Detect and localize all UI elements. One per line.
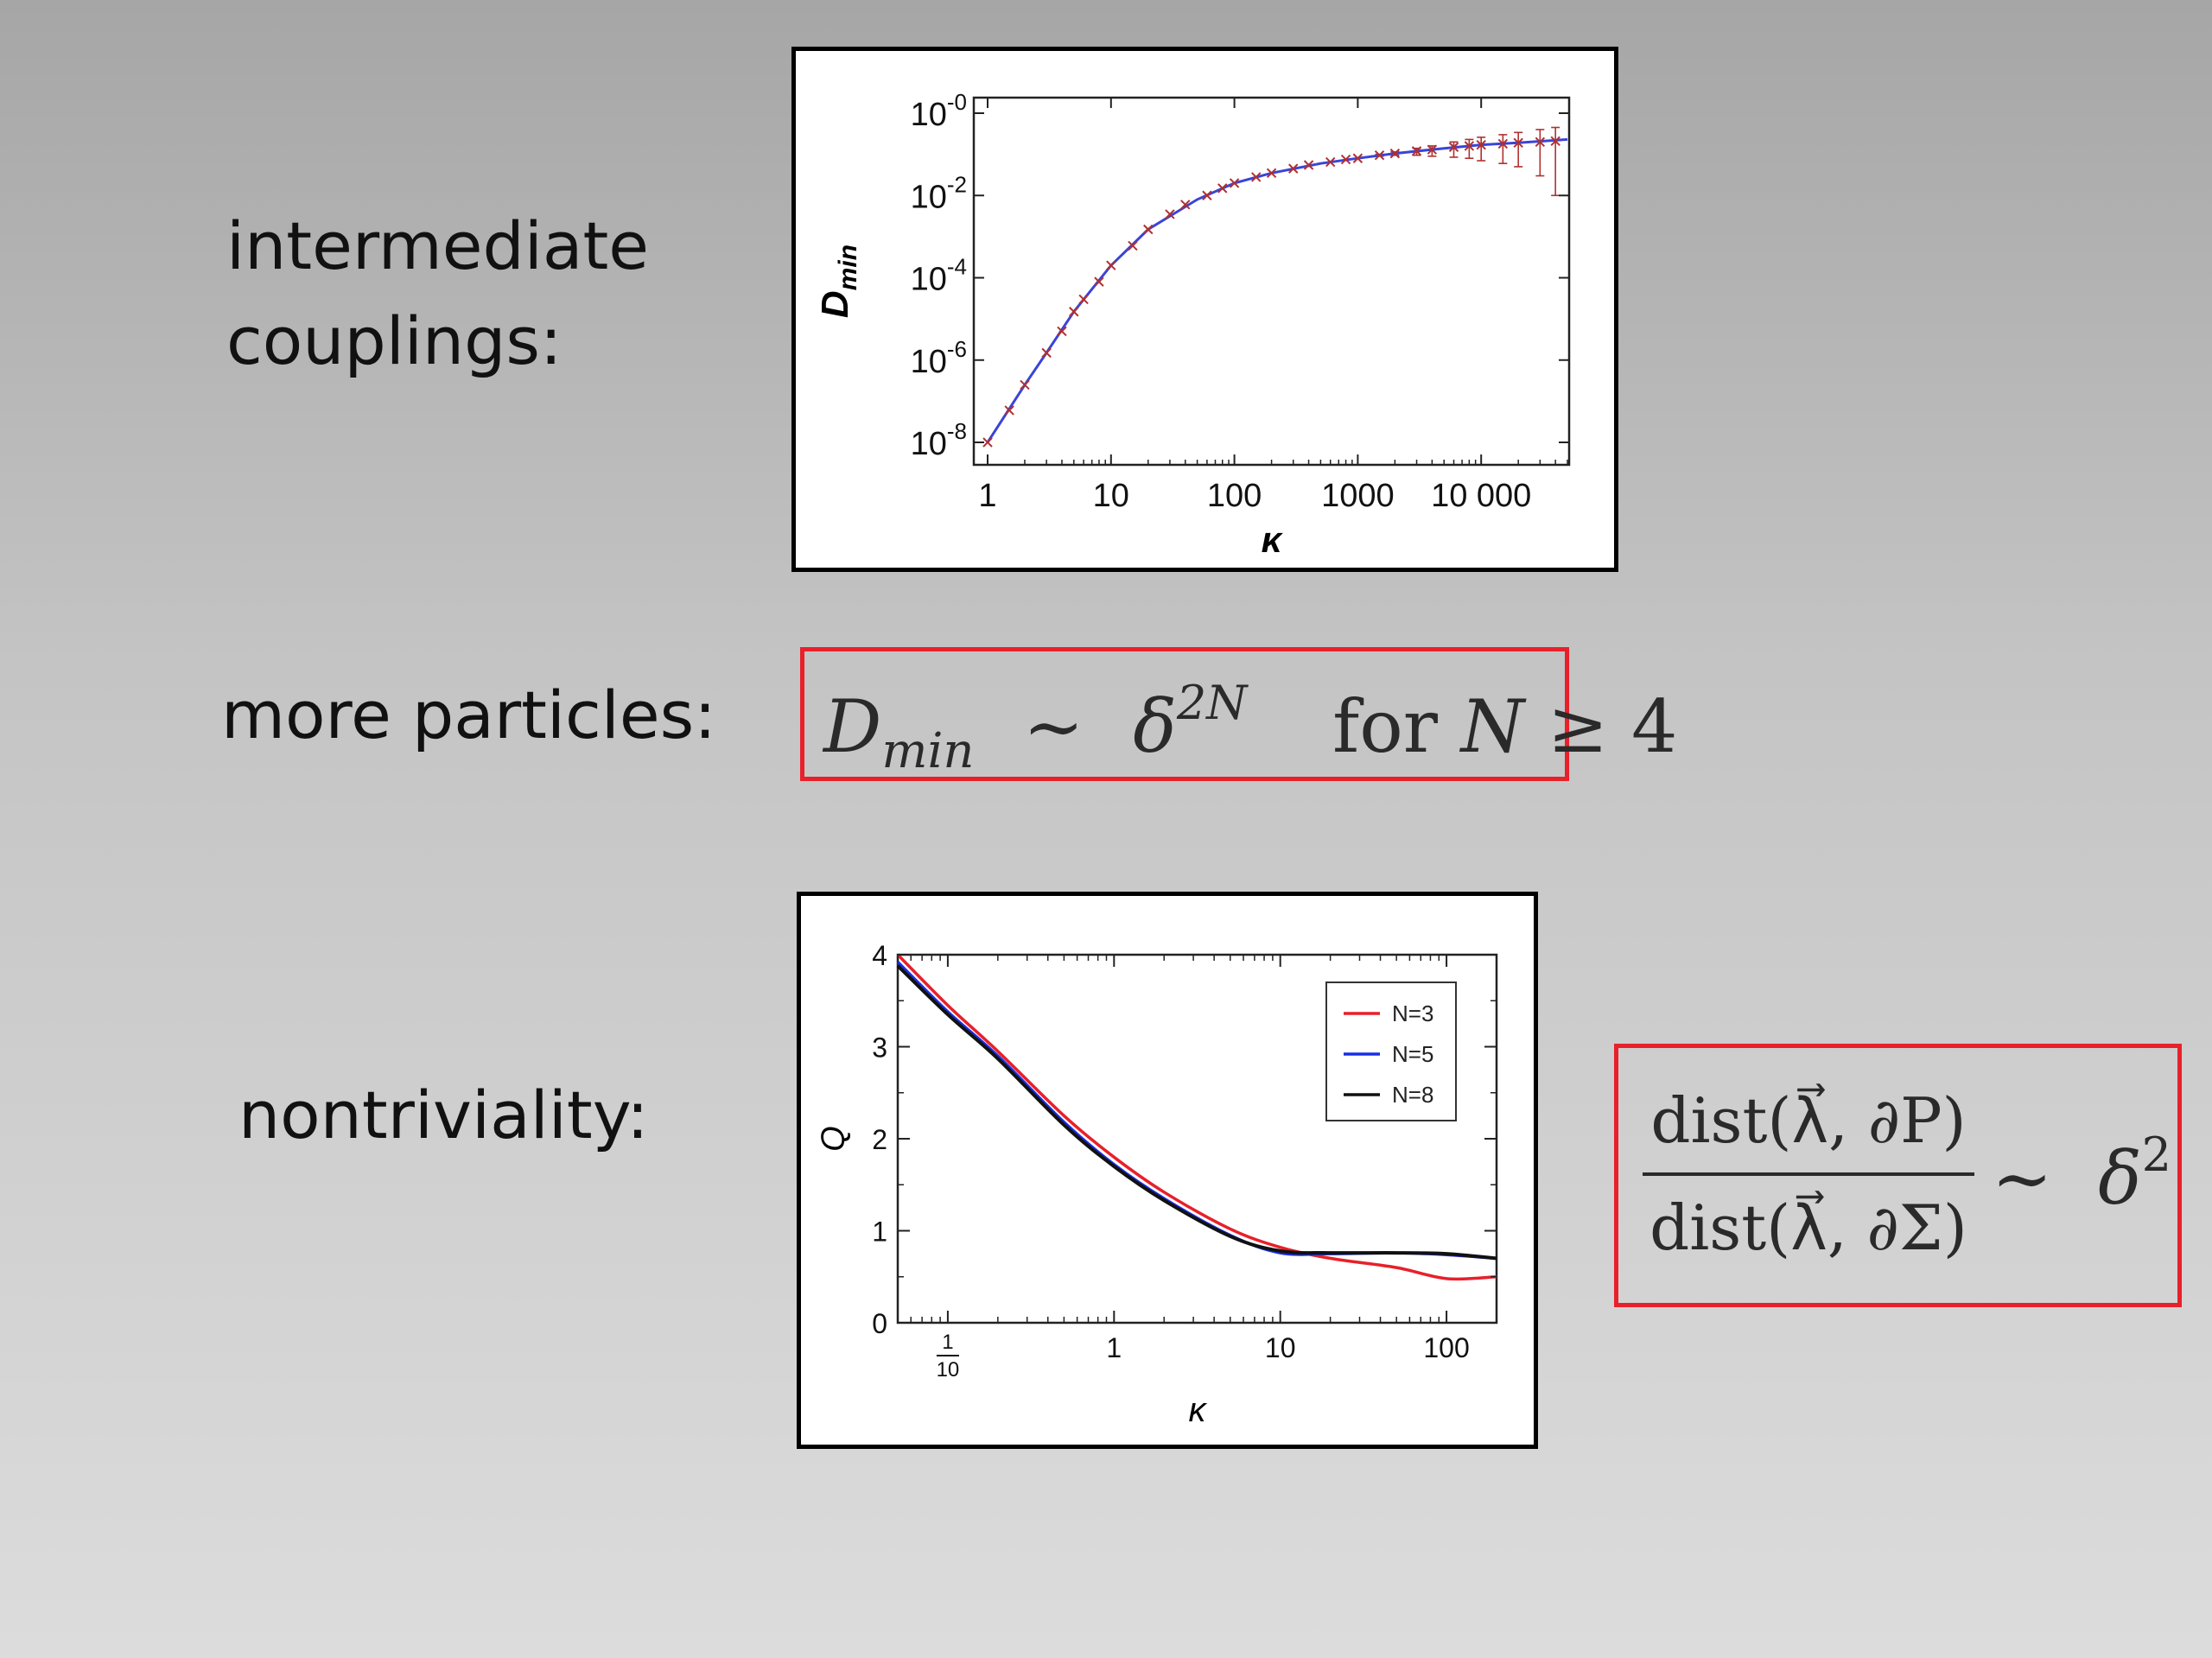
legend-entry: N=3 <box>1392 1001 1433 1026</box>
y-tick-label: 1 <box>872 1217 887 1248</box>
x-tick-label: 1000 <box>1321 478 1395 514</box>
formula-dmin-subscript: min <box>881 723 975 779</box>
data-point <box>1106 260 1116 270</box>
data-point <box>1251 172 1262 182</box>
data-point <box>1266 168 1277 179</box>
data-point <box>1229 178 1240 188</box>
formula-geq: ≥ <box>1547 684 1609 769</box>
data-point <box>1078 294 1089 305</box>
data-point <box>1128 240 1138 251</box>
data-point <box>1464 141 1475 151</box>
data-point <box>1325 156 1336 168</box>
fit-line <box>986 137 1568 443</box>
data-point <box>1340 154 1351 165</box>
legend-box <box>1325 981 1457 1121</box>
data-point <box>1020 379 1030 391</box>
q-chart-frame: 0 1 2 3 4 1 10 1 10 100 N=3 N=5 N=8 Q κ <box>797 892 1538 1449</box>
y-axis-label: Dmin <box>814 245 862 318</box>
data-point <box>1352 153 1363 163</box>
legend: N=3 N=5 N=8 <box>1325 981 1457 1121</box>
formula-sim: ∼ <box>1992 1136 2053 1221</box>
formula-dmin-symbol: D <box>823 684 882 769</box>
formula-for: for <box>1332 684 1438 769</box>
x-axis-label: κ <box>1262 519 1284 560</box>
y-tick-label: 10-8 <box>911 418 967 462</box>
data-point <box>1513 137 1523 149</box>
data-point <box>1550 136 1560 146</box>
y-tick-label: 10-0 <box>911 89 967 133</box>
formula-fraction-bar <box>1643 1172 1974 1176</box>
formula-dmin-scaling: Dmin ∼ δ2N for N ≥ 4 <box>800 647 1677 781</box>
label-line-couplings: couplings: <box>226 302 563 379</box>
formula-numerator: dist(λ⃗, ∂P) <box>1650 1084 1967 1157</box>
formula-dist-ratio: dist(λ⃗, ∂P) dist(λ⃗, ∂Σ) ∼ δ2 <box>1614 1044 2182 1307</box>
data-point <box>982 437 993 448</box>
data-point <box>1427 144 1438 155</box>
formula-four: 4 <box>1630 684 1678 769</box>
svg-text:10: 10 <box>937 1358 960 1382</box>
data-point <box>1202 190 1212 200</box>
y-tick-label: 2 <box>872 1124 887 1155</box>
data-point <box>1411 146 1422 156</box>
data-point <box>1374 149 1385 161</box>
data-point <box>1143 224 1154 235</box>
data-point <box>1448 142 1459 152</box>
x-tick-label: 100 <box>1423 1332 1469 1363</box>
formula-fraction: dist(λ⃗, ∂P) dist(λ⃗, ∂Σ) <box>1643 1076 1974 1273</box>
series-line-n3 <box>896 953 1497 1281</box>
formula-tail: ∼ δ2 <box>1992 1128 2171 1221</box>
legend-entry: N=8 <box>1392 1082 1433 1108</box>
x-tick-label: 10 <box>1265 1332 1296 1363</box>
data-point <box>1497 138 1509 149</box>
data-point <box>1165 209 1175 219</box>
x-tick-label: 1 <box>1106 1332 1122 1363</box>
x-tick-label: 1 <box>978 478 996 514</box>
data-point <box>1057 326 1067 337</box>
label-intermediate-couplings: intermediate couplings: <box>226 199 649 389</box>
y-tick-label: 10-6 <box>911 336 967 380</box>
formula-delta: δ <box>1133 684 1177 769</box>
label-line-intermediate: intermediate <box>226 207 650 284</box>
formula-exponent: 2 <box>2141 1128 2172 1182</box>
data-point <box>1389 148 1401 159</box>
formula-exponent: 2N <box>1176 676 1248 730</box>
data-point <box>1041 347 1052 359</box>
formula-n: N <box>1460 684 1525 769</box>
data-point <box>1094 276 1104 287</box>
y-tick-label: 4 <box>872 940 887 971</box>
plot-area <box>972 96 1571 467</box>
x-tick-label: 10 <box>1093 478 1129 514</box>
label-nontriviality: nontriviality: <box>238 1077 649 1153</box>
y-tick-label: 0 <box>872 1308 887 1339</box>
series-line-n8 <box>896 964 1497 1261</box>
x-axis-label: κ <box>1189 1391 1208 1429</box>
y-tick-label: 10-4 <box>911 254 967 298</box>
data-point <box>1288 163 1299 174</box>
formula-sim: ∼ <box>1023 684 1084 769</box>
data-point <box>1069 307 1079 317</box>
data-point <box>1004 405 1014 416</box>
dmin-chart: 1 10 100 1000 10 000 10-8 10-6 10-4 10-2 10-0 Dmi… <box>814 89 1571 560</box>
legend-entry: N=5 <box>1392 1041 1433 1067</box>
formula-denominator: dist(λ⃗, ∂Σ) <box>1649 1191 1967 1264</box>
data-point <box>1180 200 1191 210</box>
data-point <box>1303 160 1314 170</box>
y-tick-label: 10-2 <box>911 171 967 215</box>
formula-delta: δ <box>2098 1136 2142 1221</box>
y-tick-label: 3 <box>872 1032 887 1064</box>
x-tick-label: 10 000 <box>1431 478 1531 514</box>
x-tick-label: 100 <box>1207 478 1262 514</box>
dmin-chart-frame: 1 10 100 1000 10 000 10-8 10-6 10-4 10-2 10-0 Dmi… <box>791 47 1618 572</box>
label-more-particles: more particles: <box>221 677 716 753</box>
y-axis-label: Q <box>816 1126 852 1152</box>
data-point <box>1535 137 1546 147</box>
data-point <box>1217 183 1228 194</box>
svg-text:1: 1 <box>942 1331 953 1354</box>
x-tick-label: 110 <box>937 1331 960 1382</box>
data-point <box>1476 139 1486 150</box>
